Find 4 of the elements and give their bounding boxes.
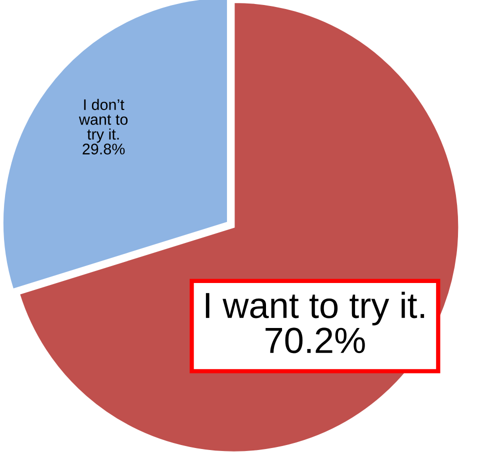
data-label: 70.2%	[266, 328, 365, 354]
slice-label: I don’t want to try it.	[78, 98, 128, 143]
slice-label: I want to try it.	[206, 292, 424, 326]
data-label: 29.8%	[82, 144, 125, 154]
